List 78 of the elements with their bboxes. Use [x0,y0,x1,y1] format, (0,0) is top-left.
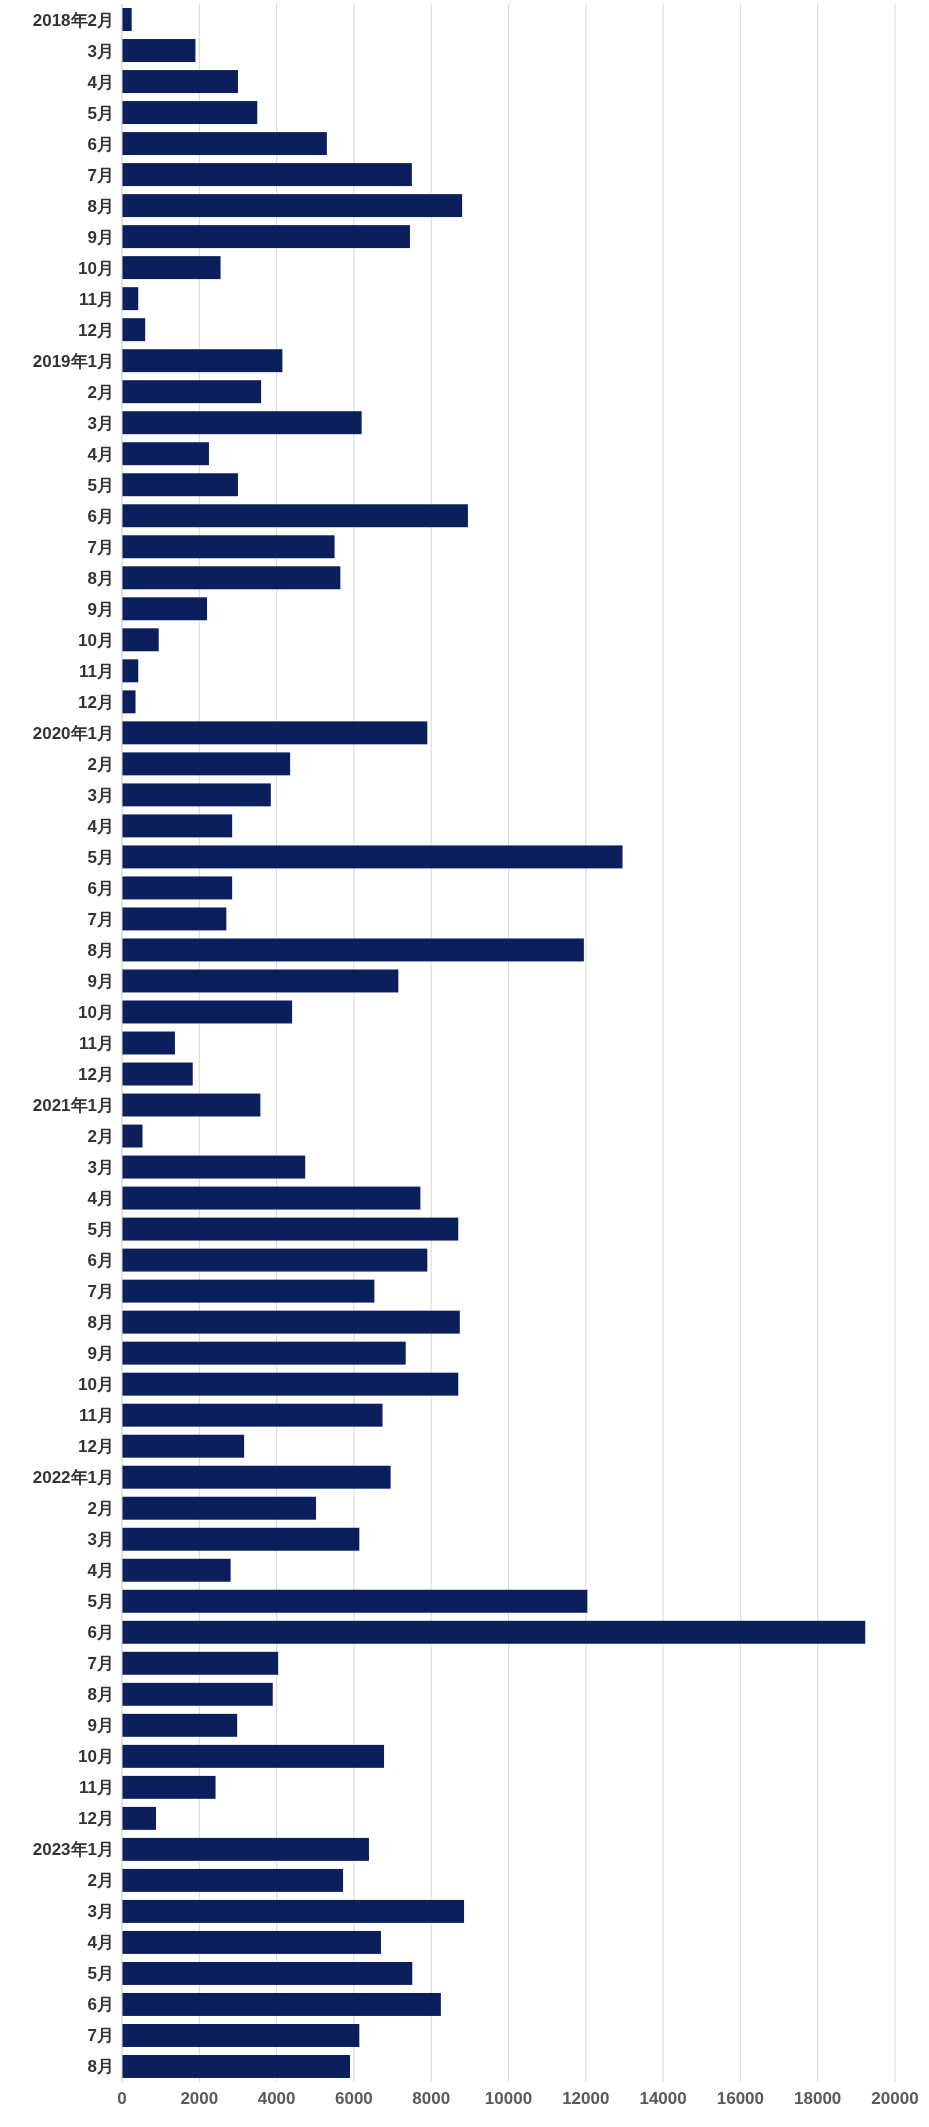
y-tick-label: 3月 [87,1902,114,1922]
y-tick-label: 4月 [87,1933,114,1953]
y-tick-label: 3月 [87,41,114,61]
y-tick-label: 2月 [87,1127,114,1147]
y-tick-label: 2018年2月 [32,10,114,30]
y-tick-label: 7月 [87,537,114,557]
x-tick-label: 14000 [639,2089,687,2108]
y-tick-label: 5月 [87,475,114,495]
x-tick-label: 10000 [484,2089,533,2108]
y-tick-label: 4月 [87,1561,114,1581]
x-tick-label: 8000 [412,2089,451,2108]
x-tick-label: 16000 [716,2089,765,2108]
y-tick-label: 11月 [79,1406,114,1426]
x-tick-label: 2000 [180,2089,219,2108]
y-tick-label: 3月 [87,413,114,433]
y-tick-label: 8月 [87,568,114,588]
y-tick-label: 6月 [87,134,114,154]
y-tick-label: 6月 [87,506,114,526]
y-tick-label: 7月 [87,1654,114,1674]
y-tick-label: 12月 [78,320,114,340]
y-tick-label: 2019年1月 [32,351,114,371]
y-tick-label: 6月 [87,1623,114,1643]
x-tick-label: 6000 [334,2089,373,2108]
y-tick-label: 4月 [87,816,114,836]
y-tick-label: 10月 [78,1747,114,1767]
y-tick-label: 7月 [87,165,114,185]
y-tick-label: 2022年1月 [32,1468,114,1488]
y-tick-label: 6月 [87,1251,114,1271]
y-tick-label: 7月 [87,1282,114,1302]
y-tick-label: 11月 [79,289,114,309]
y-tick-label: 11月 [79,1034,114,1053]
y-tick-label: 7月 [87,909,114,929]
y-tick-label: 12月 [78,1437,114,1457]
y-tick-label: 10月 [78,258,114,278]
y-tick-label: 5月 [87,1964,114,1984]
x-tick-label: 12000 [562,2089,610,2108]
y-tick-label: 4月 [87,444,114,464]
y-tick-label: 3月 [87,785,114,805]
y-tick-label: 10月 [78,630,114,650]
y-tick-label: 5月 [87,847,114,867]
y-tick-label: 2021年1月 [32,1096,114,1116]
y-tick-label: 2023年1月 [32,1840,114,1860]
y-tick-label: 2月 [87,382,114,402]
y-tick-label: 10月 [78,1002,114,1022]
y-tick-label: 4月 [87,72,114,92]
y-tick-label: 8月 [87,940,114,960]
y-tick-label: 3月 [87,1530,114,1550]
x-tick-label: 4000 [257,2089,296,2108]
y-tick-label: 2月 [87,1499,114,1519]
y-tick-label: 12月 [78,692,114,712]
y-tick-label: 12月 [78,1809,114,1829]
y-tick-label: 2020年1月 [32,723,114,743]
x-tick-label: 18000 [794,2089,842,2108]
y-tick-label: 2月 [87,1871,114,1891]
x-tick-label: 0 [117,2089,127,2108]
y-tick-label: 11月 [79,1778,114,1798]
y-tick-label: 11月 [79,661,114,681]
y-tick-label: 12月 [78,1065,114,1085]
y-tick-label: 9月 [87,1344,114,1364]
y-tick-label: 5月 [87,103,114,123]
y-tick-label: 5月 [87,1592,114,1612]
y-tick-label: 4月 [87,1189,114,1209]
y-tick-label: 8月 [87,1685,114,1705]
y-tick-label: 8月 [87,2057,114,2077]
y-tick-label: 5月 [87,1220,114,1240]
y-tick-label: 9月 [87,599,114,619]
y-tick-label: 10月 [78,1375,114,1395]
y-tick-label: 9月 [87,227,114,247]
y-tick-label: 6月 [87,1995,114,2015]
y-tick-label: 3月 [87,1158,114,1178]
y-tick-label: 9月 [87,971,114,991]
y-tick-label: 2月 [87,754,114,774]
y-tick-label: 8月 [87,196,114,216]
y-tick-label: 7月 [87,2026,114,2046]
y-tick-label: 6月 [87,878,114,898]
x-tick-label: 20000 [871,2089,919,2108]
y-tick-label: 9月 [87,1716,114,1736]
y-tick-label: 8月 [87,1313,114,1333]
